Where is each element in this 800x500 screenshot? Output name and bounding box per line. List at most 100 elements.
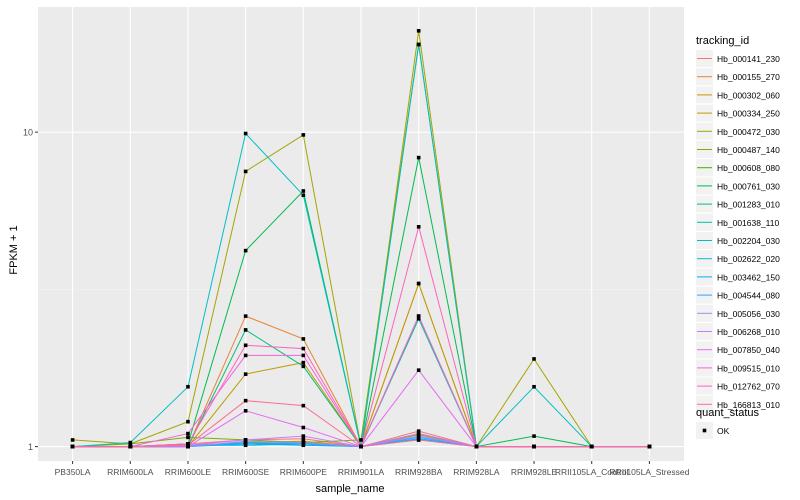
data-point <box>301 189 306 193</box>
data-point <box>301 353 306 358</box>
data-point <box>301 434 306 438</box>
data-point <box>186 443 190 448</box>
x-axis-ticks: PB350LA RRIM600LA RRIM600LE RRIM600SE RRIM60… <box>55 461 690 477</box>
legend-label: Hb_007850_040 <box>717 345 780 355</box>
x-tick-label: PB350LA <box>55 467 91 477</box>
data-point <box>186 384 190 389</box>
data-point <box>186 435 190 440</box>
data-point <box>301 403 306 408</box>
data-point <box>243 314 248 318</box>
legend-label: Hb_001638_110 <box>717 218 780 228</box>
legend-label: Hb_001283_010 <box>717 200 780 210</box>
data-point <box>416 438 421 442</box>
data-point <box>186 431 190 436</box>
x-tick-label: RRIM600LE <box>165 467 212 477</box>
legend-label: Hb_000487_140 <box>717 145 780 155</box>
data-point <box>301 193 306 198</box>
x-tick-label: RRIM928LA <box>453 467 500 477</box>
x-tick-label: RRII105LA_Control <box>555 467 629 477</box>
shape-legend-label: OK <box>717 426 730 436</box>
legend-label: Hb_004544_080 <box>717 291 780 301</box>
data-point <box>301 346 306 351</box>
data-point <box>301 364 306 369</box>
data-point <box>243 169 248 174</box>
legend-label: Hb_000155_270 <box>717 72 780 82</box>
data-point <box>359 438 363 442</box>
legend-label: Hb_000472_030 <box>717 127 780 137</box>
shape-legend-point <box>702 428 707 433</box>
data-point <box>243 372 248 376</box>
x-tick-label: RRII105LA_Stressed <box>609 467 689 477</box>
x-tick-label: RRIM600PE <box>280 467 328 477</box>
data-point <box>243 328 248 332</box>
legend-label: Hb_000761_030 <box>717 181 780 191</box>
data-point <box>416 434 421 438</box>
data-point <box>416 42 421 47</box>
data-point <box>416 314 421 318</box>
y-axis-label: FPKM + 1 <box>8 225 20 274</box>
data-point <box>243 248 248 253</box>
legend-title: tracking_id <box>696 35 749 47</box>
data-point <box>128 440 133 445</box>
data-point <box>416 368 421 372</box>
data-point <box>243 408 248 413</box>
data-point <box>301 337 306 341</box>
legend-label: Hb_003462_150 <box>717 272 780 282</box>
data-point <box>647 444 652 449</box>
data-point <box>70 444 75 449</box>
legend-label: Hb_002204_030 <box>717 236 780 246</box>
series-points <box>70 29 652 449</box>
data-point <box>416 429 421 433</box>
data-point <box>243 398 248 403</box>
data-point <box>301 360 306 365</box>
legend-label: Hb_009515_010 <box>717 363 780 373</box>
legend-label: Hb_166813_010 <box>717 400 780 410</box>
data-point <box>243 353 248 358</box>
shape-legend-items: OK <box>696 422 730 439</box>
data-point <box>301 436 306 441</box>
data-point <box>243 438 248 442</box>
legend-label: Hb_012762_070 <box>717 382 780 392</box>
x-tick-label: RRIM928BA <box>395 467 443 477</box>
y-tick-label: 1 <box>28 442 33 452</box>
data-point <box>70 438 75 442</box>
legend: tracking_id Hb_000141_230Hb_000155_270Hb… <box>696 35 780 439</box>
data-point <box>532 444 536 449</box>
legend-label: Hb_000608_080 <box>717 163 780 173</box>
data-point <box>359 444 363 449</box>
legend-label: Hb_000302_060 <box>717 90 780 100</box>
data-point <box>186 419 190 424</box>
data-point <box>416 29 421 33</box>
legend-items: Hb_000141_230 Hb_000155_270 Hb_000302_060 H… <box>696 50 780 413</box>
y-tick-label: 10 <box>23 128 33 138</box>
data-point <box>532 434 536 438</box>
data-point <box>416 431 421 436</box>
x-axis-label: sample_name <box>315 483 384 495</box>
x-tick-label: RRIM600SE <box>222 467 270 477</box>
data-point <box>416 155 421 160</box>
data-point <box>243 343 248 348</box>
data-point <box>532 384 536 389</box>
data-point <box>128 444 133 449</box>
data-point <box>301 133 306 137</box>
x-tick-label: RRIM600LA <box>107 467 154 477</box>
data-point <box>416 281 421 286</box>
data-point <box>589 444 594 449</box>
legend-label: Hb_000334_250 <box>717 109 780 119</box>
data-point <box>301 440 306 445</box>
y-axis-ticks: 1 10 <box>23 128 38 452</box>
data-point <box>474 444 479 449</box>
data-point <box>532 357 536 361</box>
data-point <box>416 316 421 321</box>
legend-label: Hb_002622_020 <box>717 254 780 264</box>
data-point <box>416 225 421 229</box>
x-tick-label: RRIM928LE <box>511 467 558 477</box>
x-tick-label: RRIM901LA <box>338 467 385 477</box>
legend-label: Hb_005056_030 <box>717 309 780 319</box>
shape-legend-title: quant_status <box>696 407 759 419</box>
legend-label: Hb_006268_010 <box>717 327 780 337</box>
data-point <box>243 131 248 136</box>
legend-label: Hb_000141_230 <box>717 54 780 64</box>
data-point <box>301 425 306 430</box>
